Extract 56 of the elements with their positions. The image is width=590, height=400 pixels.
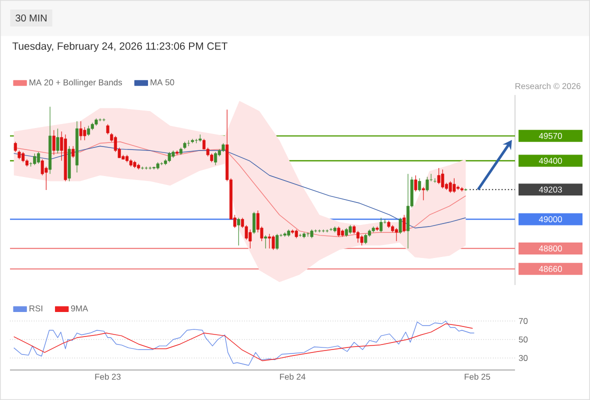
candlestick	[276, 234, 279, 250]
candlestick	[52, 130, 56, 156]
candlestick	[83, 126, 86, 141]
y-tick-label: 30	[518, 354, 528, 361]
x-tick-label: Feb 25	[464, 374, 490, 380]
candlestick	[452, 178, 456, 194]
chart-subtitle: Tuesday, February 24, 2026 11:23:06 PM CET	[12, 42, 228, 52]
candlestick	[437, 168, 440, 184]
y-tick-label: 49400	[538, 158, 562, 164]
candlestick	[414, 175, 418, 192]
candlestick	[402, 214, 406, 233]
y-tick-label: 49570	[538, 132, 562, 139]
candlestick	[418, 178, 422, 192]
y-tick-label: 48800	[538, 245, 562, 252]
candlestick	[56, 128, 60, 154]
x-tick-label: Feb 24	[280, 374, 306, 380]
candlestick	[106, 124, 110, 135]
candlestick	[272, 235, 275, 250]
candlestick	[168, 152, 171, 163]
legend-label: MA 20 + Bollinger Bands	[30, 79, 122, 88]
candlestick	[422, 186, 425, 201]
x-tick-label: Feb 23	[95, 374, 121, 380]
candlestick	[40, 159, 44, 176]
legend-label: MA 50	[150, 79, 174, 86]
candlestick	[248, 229, 252, 249]
candlestick	[72, 146, 75, 158]
y-tick-label: 70	[518, 318, 528, 324]
y-tick-label: 50	[518, 336, 528, 342]
legend-label: 9MA	[71, 305, 88, 312]
candlestick	[364, 234, 368, 244]
candlestick	[79, 121, 82, 141]
y-tick-label: 49000	[538, 216, 562, 222]
candlestick	[394, 228, 398, 242]
legend-label: RSI	[30, 305, 42, 312]
candlestick	[33, 153, 36, 166]
y-tick-label: 48660	[538, 266, 562, 272]
candlestick	[214, 152, 218, 166]
candlestick	[337, 226, 340, 238]
candlestick	[268, 234, 271, 249]
candlestick	[441, 169, 444, 189]
candlestick	[87, 125, 90, 136]
candlestick	[237, 217, 240, 246]
candlestick	[426, 176, 429, 192]
candlestick	[252, 212, 256, 234]
candlestick	[360, 235, 364, 246]
candlestick	[330, 228, 333, 232]
y-tick-label: 49203	[538, 186, 562, 193]
candlestick	[264, 235, 268, 249]
candlestick	[36, 152, 40, 164]
candlestick	[14, 141, 17, 152]
text: Research © 2026	[515, 82, 580, 90]
text: 30 MIN	[16, 14, 46, 22]
candlestick	[398, 217, 402, 234]
candlestick	[380, 217, 383, 233]
candlestick	[448, 180, 452, 194]
candlestick	[22, 152, 25, 163]
